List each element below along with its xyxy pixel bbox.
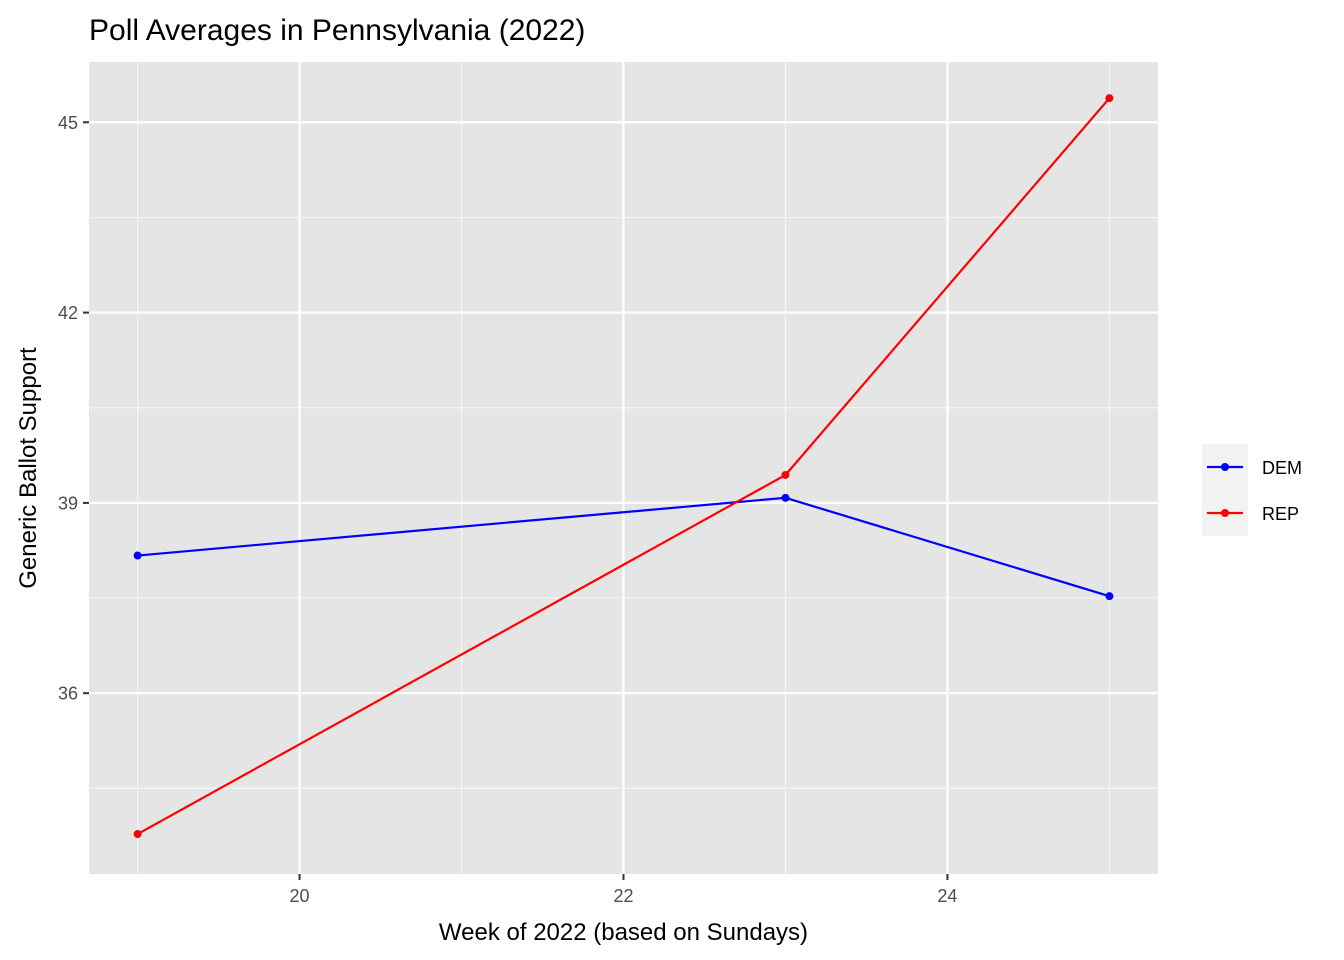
legend: DEM REP xyxy=(1202,444,1302,536)
series-layer xyxy=(133,94,1114,839)
data-point-rep xyxy=(1105,94,1114,103)
x-axis: 20 22 24 xyxy=(290,874,957,906)
x-tick-label: 24 xyxy=(937,886,957,906)
data-point-dem xyxy=(781,493,790,502)
chart-title: Poll Averages in Pennsylvania (2022) xyxy=(89,14,585,47)
legend-key-background xyxy=(1202,444,1248,536)
legend-key-point-dem xyxy=(1221,463,1229,471)
y-tick-label: 42 xyxy=(58,303,78,323)
x-axis-title: Week of 2022 (based on Sundays) xyxy=(439,919,808,946)
data-point-rep xyxy=(133,830,142,839)
legend-key-point-rep xyxy=(1221,509,1229,517)
major-gridlines xyxy=(89,62,1158,874)
y-axis-title: Generic Ballot Support xyxy=(15,347,42,589)
data-point-dem xyxy=(133,551,142,560)
y-tick-label: 36 xyxy=(58,684,78,704)
data-point-rep xyxy=(781,470,790,479)
y-tick-label: 39 xyxy=(58,493,78,513)
data-point-dem xyxy=(1105,592,1114,601)
x-tick-label: 22 xyxy=(613,886,633,906)
x-tick-label: 20 xyxy=(290,886,310,906)
legend-label-dem: DEM xyxy=(1262,458,1302,478)
y-tick-label: 45 xyxy=(58,113,78,133)
legend-label-rep: REP xyxy=(1262,504,1299,524)
y-axis: 36 39 42 45 xyxy=(58,113,89,704)
